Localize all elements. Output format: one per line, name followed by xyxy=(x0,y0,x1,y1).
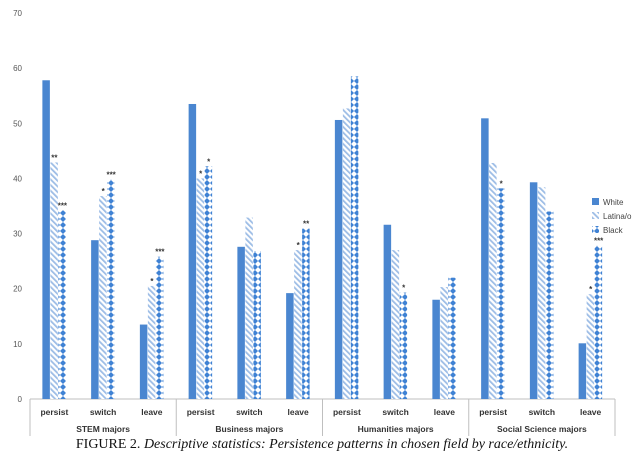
category-label: persist xyxy=(333,407,361,417)
bar-white xyxy=(578,343,587,399)
y-tick-label: 70 xyxy=(13,9,22,18)
bar-white xyxy=(481,118,489,399)
bar-white xyxy=(334,119,343,399)
y-tick-label: 60 xyxy=(13,64,22,73)
significance-marker: * xyxy=(150,277,154,286)
significance-marker: * xyxy=(402,284,406,293)
bar-black xyxy=(594,245,603,399)
legend-swatch xyxy=(592,212,599,219)
bar-black xyxy=(58,210,66,399)
significance-marker: * xyxy=(589,285,593,294)
bar-black xyxy=(350,76,359,400)
bar-black xyxy=(253,251,261,399)
bar-latina-o xyxy=(245,217,253,399)
bar-black xyxy=(155,256,164,399)
bar-black xyxy=(497,188,505,399)
y-tick-label: 10 xyxy=(13,340,22,349)
significance-marker: *** xyxy=(106,171,116,180)
bar-black xyxy=(302,228,310,399)
bar-white xyxy=(529,182,538,399)
labels-layer: STEM majorspersist*****switch****leave**… xyxy=(40,153,604,434)
y-tick-label: 50 xyxy=(13,119,22,128)
y-tick-label: 40 xyxy=(13,174,22,183)
group-label: Social Science majors xyxy=(497,424,587,434)
bar-latina-o xyxy=(147,285,156,399)
category-label: leave xyxy=(580,407,602,417)
legend-label: Latina/o xyxy=(603,212,632,221)
caption-label: FIGURE 2. xyxy=(75,437,141,452)
legend-swatch xyxy=(592,226,599,233)
legend-label: Black xyxy=(603,226,624,235)
bar-latina-o xyxy=(537,187,546,399)
significance-marker: * xyxy=(297,241,301,250)
bars-layer xyxy=(42,76,603,400)
category-label: leave xyxy=(141,407,163,417)
bar-black xyxy=(107,179,115,399)
category-label: switch xyxy=(236,407,262,417)
bar-black xyxy=(545,211,554,399)
category-label: switch xyxy=(382,407,408,417)
significance-marker: * xyxy=(102,187,106,196)
category-label: persist xyxy=(187,407,215,417)
bar-latina-o xyxy=(196,178,205,399)
significance-marker: *** xyxy=(155,248,165,257)
y-tick-label: 0 xyxy=(18,395,23,404)
category-label: switch xyxy=(529,407,555,417)
y-tick-label: 20 xyxy=(13,285,22,294)
figure-caption: FIGURE 2. Descriptive statistics: Persis… xyxy=(0,437,644,453)
bar-white xyxy=(91,240,99,399)
bar-white xyxy=(383,224,392,399)
group-label: Business majors xyxy=(215,424,283,434)
legend-label: White xyxy=(603,198,624,207)
axis-layer: 0 10 20 30 40 50 60 70 xyxy=(13,9,616,436)
bar-latina-o xyxy=(391,250,400,399)
legend-swatch xyxy=(592,198,599,205)
bar-white xyxy=(42,80,50,399)
significance-marker: * xyxy=(500,179,504,188)
significance-marker: * xyxy=(207,157,211,166)
bar-latina-o xyxy=(99,196,107,399)
category-label: switch xyxy=(90,407,116,417)
bar-white xyxy=(237,246,245,399)
bar-white xyxy=(139,324,148,399)
group-label: Humanities majors xyxy=(358,424,434,434)
significance-marker: ** xyxy=(51,153,58,162)
bar-latina-o xyxy=(440,287,448,399)
bar-latina-o xyxy=(294,250,302,399)
category-label: persist xyxy=(40,407,68,417)
category-label: leave xyxy=(287,407,309,417)
bar-latina-o xyxy=(342,108,351,399)
caption-text: Descriptive statistics: Persistence patt… xyxy=(143,437,569,452)
category-label: persist xyxy=(479,407,507,417)
significance-marker: ** xyxy=(303,220,310,229)
bar-latina-o xyxy=(50,162,58,399)
bar-white xyxy=(286,293,294,399)
bar-black xyxy=(399,292,408,399)
bar-white xyxy=(188,103,197,399)
group-label: STEM majors xyxy=(76,424,130,434)
significance-marker: *** xyxy=(594,237,604,246)
bar-black xyxy=(204,166,213,399)
bar-black xyxy=(448,277,456,399)
y-tick-label: 30 xyxy=(13,230,22,239)
bar-latina-o xyxy=(586,294,595,399)
legend: White Latina/o Black xyxy=(592,198,632,235)
bar-latina-o xyxy=(489,162,497,399)
category-label: leave xyxy=(434,407,456,417)
bar-white xyxy=(432,299,440,399)
significance-marker: *** xyxy=(58,201,68,210)
significance-marker: * xyxy=(199,169,203,178)
